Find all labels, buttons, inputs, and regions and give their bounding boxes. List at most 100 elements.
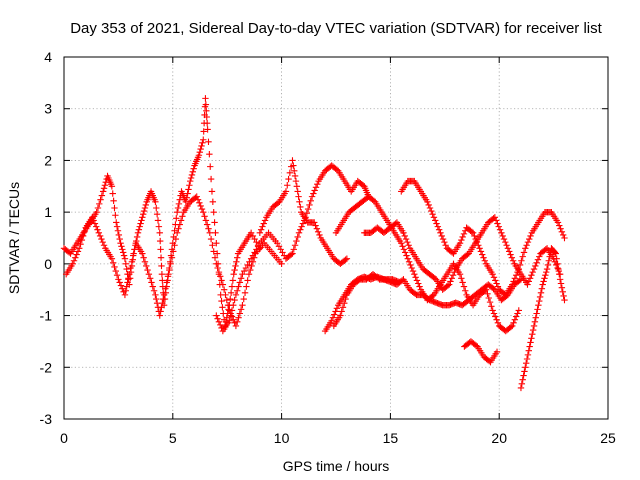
data-point: [429, 211, 436, 218]
x-tick-label: 20: [491, 430, 507, 446]
data-point: [498, 229, 505, 237]
data-point: [234, 254, 241, 261]
data-point: [206, 229, 213, 237]
data-point: [428, 207, 435, 215]
data-point: [527, 232, 534, 240]
data-point: [528, 272, 535, 279]
data-point: [342, 256, 349, 263]
data-point: [544, 261, 552, 269]
data-point: [522, 364, 529, 371]
data-point: [528, 335, 535, 342]
data-point: [228, 307, 236, 314]
data-point: [207, 163, 214, 170]
data-point: [173, 215, 180, 222]
data-point: [556, 276, 564, 283]
data-point: [469, 229, 477, 237]
data-point: [239, 302, 246, 309]
data-point: [158, 304, 165, 311]
data-point: [437, 229, 444, 237]
data-point: [127, 264, 134, 272]
data-point: [200, 208, 207, 216]
data-point: [205, 225, 212, 232]
data-point: [284, 182, 291, 189]
data-point: [297, 203, 304, 211]
data-point: [401, 232, 408, 240]
data-point: [519, 376, 526, 383]
data-point: [543, 265, 551, 273]
data-point: [510, 319, 517, 327]
data-point: [136, 223, 143, 230]
data-point: [110, 197, 117, 204]
data-point: [395, 278, 403, 286]
data-point: [536, 297, 543, 305]
data-point: [155, 223, 163, 230]
data-point: [123, 265, 130, 273]
data-point: [529, 268, 536, 276]
axis-ticks: 0 5 10 15 20 25 -3 -2 -1 0 1 2 3 4: [40, 49, 616, 446]
data-point: [113, 272, 121, 279]
data-point: [137, 220, 144, 227]
x-tick-label: 25: [600, 430, 616, 446]
data-point: [209, 198, 217, 205]
data-point: [530, 265, 538, 273]
data-point: [416, 283, 423, 290]
data-point: [133, 233, 141, 241]
y-tick-label: 4: [44, 49, 52, 65]
data-point: [289, 157, 296, 164]
data-point: [303, 209, 311, 217]
data-point: [413, 277, 421, 284]
data-point: [442, 242, 449, 249]
data-point: [156, 312, 163, 319]
data-point: [154, 217, 162, 224]
data-point: [438, 232, 445, 240]
data-points: [60, 95, 568, 392]
data-point: [98, 235, 105, 243]
data-point: [203, 221, 211, 228]
data-point: [500, 235, 508, 243]
data-point: [512, 313, 520, 320]
data-point: [538, 285, 546, 292]
data-point: [232, 291, 240, 299]
data-point: [122, 287, 129, 294]
data-point: [551, 249, 559, 256]
data-point: [523, 355, 531, 363]
data-point: [424, 198, 431, 205]
data-point: [129, 252, 137, 259]
data-point: [157, 246, 164, 253]
data-point: [553, 255, 560, 262]
data-point: [425, 201, 432, 209]
data-point: [331, 311, 338, 318]
data-point: [175, 200, 183, 208]
data-point: [447, 278, 454, 285]
data-point: [499, 232, 506, 240]
data-point: [492, 313, 499, 320]
data-point: [160, 295, 167, 303]
data-point: [119, 249, 127, 256]
data-point: [520, 249, 528, 256]
y-tick-label: -2: [40, 359, 53, 375]
data-point: [516, 261, 524, 269]
series-track-c: [213, 162, 372, 335]
y-tick-label: 0: [44, 256, 52, 272]
data-point: [213, 312, 220, 319]
data-point: [310, 190, 317, 197]
data-point: [449, 272, 457, 279]
data-point: [338, 308, 345, 315]
data-point: [227, 312, 234, 319]
data-point: [342, 295, 349, 303]
data-point: [524, 351, 532, 359]
data-point: [559, 288, 566, 295]
data-point: [213, 260, 220, 268]
data-point: [521, 368, 528, 375]
data-point: [260, 220, 267, 227]
data-point: [196, 148, 203, 156]
data-point: [201, 213, 208, 220]
data-point: [507, 323, 515, 331]
data-point: [523, 242, 530, 249]
data-point: [232, 322, 240, 330]
data-point: [512, 272, 520, 279]
data-point: [510, 278, 517, 285]
data-point: [214, 264, 221, 272]
data-point: [462, 287, 469, 294]
